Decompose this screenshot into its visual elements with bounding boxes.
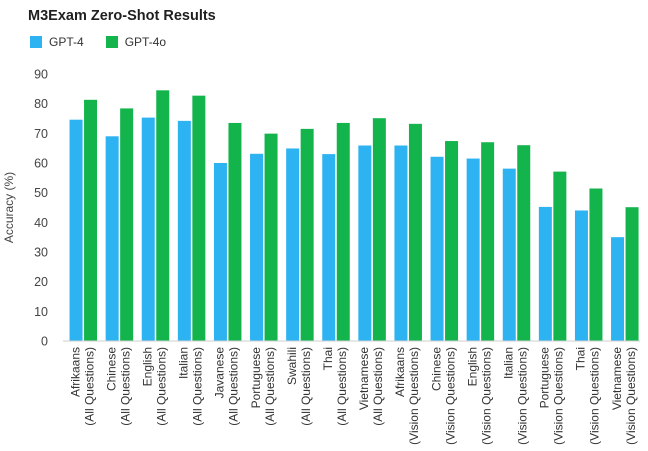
bar-gpt-4o-8 [372,118,386,341]
bar-gpt-4-12 [502,168,516,341]
bar-gpt-4o-5 [264,133,278,341]
bar-gpt-4o-0 [84,99,98,341]
bar-gpt-4-0 [69,119,83,341]
bar-gpt-4o-12 [517,145,531,341]
bar-gpt-4-5 [250,153,264,341]
bar-gpt-4o-14 [589,188,603,341]
bar-gpt-4o-4 [228,122,242,341]
y-tick-label: 10 [34,305,48,319]
bar-gpt-4o-3 [192,95,206,341]
y-axis-label: Accuracy (%) [2,172,16,243]
legend-label-gpt-4: GPT-4 [49,35,84,49]
bar-gpt-4-6 [286,148,300,341]
chart-title: M3Exam Zero-Shot Results [28,8,216,24]
bar-gpt-4-8 [358,145,372,341]
y-tick-label: 20 [34,275,48,289]
bar-gpt-4-1 [105,136,119,341]
bar-gpt-4-15 [611,237,625,341]
x-tick-label: Afrikaans(Vision Questions) [393,347,421,445]
x-tick-label: Chinese(Vision Questions) [429,347,457,445]
bar-gpt-4o-7 [336,122,350,341]
bar-gpt-4o-6 [300,128,314,341]
y-tick-label: 70 [34,127,48,141]
x-tick-label: Chinese(All Questions) [104,347,132,426]
legend: GPT-4 GPT-4o [30,35,188,49]
bar-gpt-4-2 [141,117,155,341]
bar-gpt-4o-2 [156,90,170,341]
bar-gpt-4-9 [394,145,408,341]
x-tick-label: Thai(Vision Questions) [574,347,602,445]
y-tick-label: 60 [34,157,48,171]
bar-gpt-4-14 [574,210,588,341]
y-tick-label: 0 [41,335,48,349]
x-tick-label: Javanese(All Questions) [213,347,241,426]
bar-gpt-4-3 [177,120,191,342]
legend-swatch-gpt-4o [105,36,118,48]
x-tick-label: Vietnamese(All Questions) [357,347,385,426]
bar-gpt-4o-9 [408,123,422,341]
bar-gpt-4-10 [430,156,444,341]
bar-gpt-4o-1 [120,108,134,341]
bar-gpt-4-4 [213,163,227,341]
x-tick-label: Afrikaans(All Questions) [68,347,96,426]
y-tick-label: 90 [34,68,48,82]
legend-item-gpt-4o: GPT-4o [105,35,167,49]
x-tick-label: Italian(All Questions) [177,347,205,426]
y-tick-label: 50 [34,186,48,200]
x-tick-label: English(All Questions) [141,347,169,426]
bar-gpt-4o-15 [625,207,639,341]
y-tick-label: 40 [34,216,48,230]
x-tick-label: Thai(All Questions) [321,347,349,426]
bar-gpt-4o-11 [481,142,495,341]
bar-gpt-4o-13 [553,171,567,341]
legend-swatch-gpt-4 [30,36,42,48]
bar-gpt-4-11 [466,158,480,341]
x-tick-label: Portuguese(Vision Questions) [538,347,566,445]
y-tick-label: 80 [34,97,48,111]
x-tick-label: Vietnamese(Vision Questions) [610,347,638,445]
legend-label-gpt-4o: GPT-4o [124,35,167,49]
bar-gpt-4o-10 [445,141,459,341]
x-tick-label: Swahili(All Questions) [285,347,313,426]
bar-gpt-4-13 [538,206,552,341]
legend-item-gpt-4: GPT-4 [30,35,84,49]
bar-gpt-4-7 [322,154,336,341]
x-tick-label: Portuguese(All Questions) [249,347,277,426]
x-tick-label: Italian(Vision Questions) [502,347,530,445]
x-tick-label: English(Vision Questions) [465,347,493,445]
y-tick-label: 30 [34,246,48,260]
